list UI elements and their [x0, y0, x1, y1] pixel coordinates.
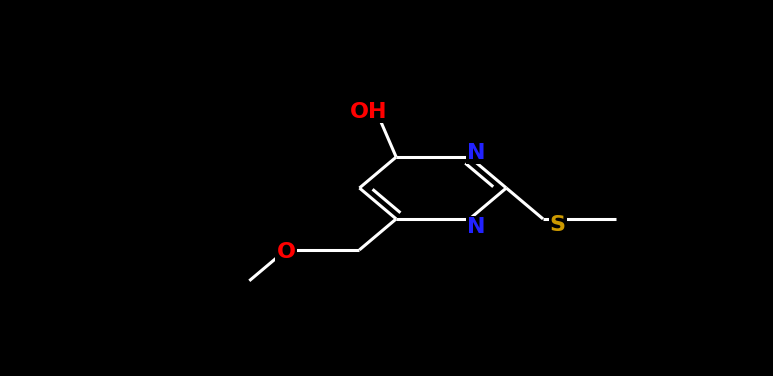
Text: N: N — [468, 217, 485, 237]
Text: O: O — [277, 242, 295, 262]
Text: OH: OH — [350, 102, 388, 122]
Text: N: N — [468, 143, 485, 163]
Text: S: S — [550, 215, 566, 235]
